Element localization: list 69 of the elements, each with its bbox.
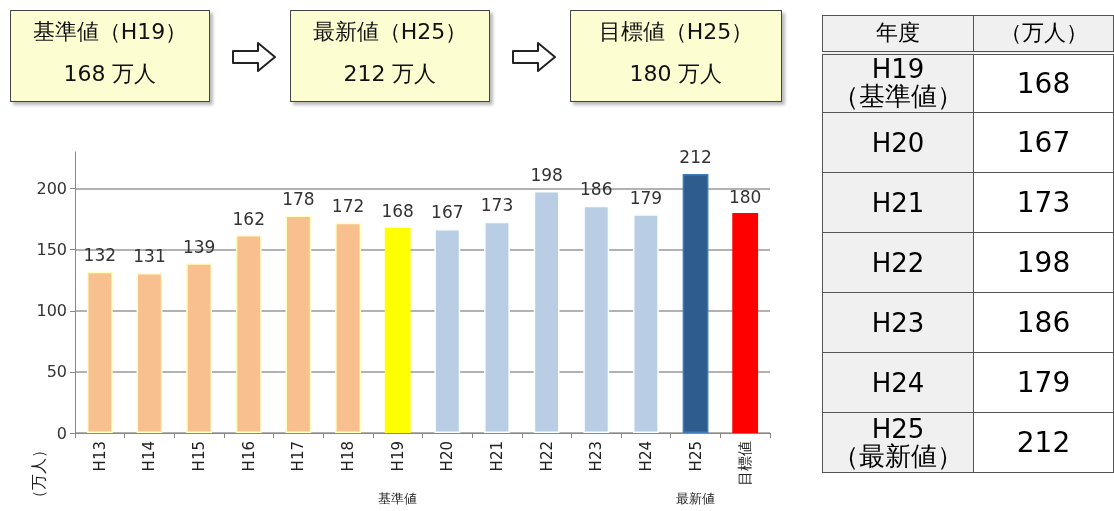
data-label: 198: [973, 232, 1114, 293]
bar: [583, 205, 610, 433]
data-label: 162: [232, 208, 265, 229]
bar: [86, 271, 113, 433]
bar: [384, 227, 411, 433]
category-label: H22: [822, 232, 974, 293]
x-tick-label: H15: [190, 441, 209, 472]
x-tick-label: H16: [239, 441, 258, 472]
data-label: 168: [381, 201, 414, 222]
y-axis-title: （万人）: [28, 442, 48, 506]
bar: [136, 272, 163, 433]
data-label: 179: [629, 187, 663, 208]
text: 目標値（H25） 180 万人: [570, 10, 782, 102]
text: 最新値: [676, 490, 716, 506]
bar: [632, 214, 659, 433]
x-tick-label: H22: [537, 441, 556, 472]
data-label: 167: [973, 112, 1114, 173]
data-label: 139: [182, 236, 216, 257]
bar: [235, 235, 262, 433]
y-tick-label: 100: [36, 301, 67, 321]
text: 基準値（H19） 168 万人: [10, 10, 210, 102]
y-tick-label: 0: [56, 423, 67, 443]
category-label: H24: [822, 352, 974, 413]
x-tick-label: 目標値: [736, 441, 755, 486]
data-label: 180: [728, 186, 762, 207]
data-label: 198: [530, 164, 563, 185]
text: 最新値（H25） 212 万人: [290, 10, 490, 102]
category-label: H21: [822, 172, 974, 233]
x-tick-label: H14: [140, 441, 159, 472]
x-tick-label: H18: [339, 441, 358, 472]
bar: [682, 173, 709, 433]
x-tick-label: H17: [289, 441, 308, 472]
y-tick-label: 150: [36, 240, 67, 260]
x-tick-label: H21: [487, 441, 506, 472]
category-label: H23: [822, 292, 974, 353]
x-tick-label: H23: [587, 441, 606, 472]
data-label: 178: [282, 189, 315, 210]
x-tick-label: H24: [636, 441, 655, 472]
data-label: 173: [973, 172, 1114, 233]
data-label: 168: [973, 52, 1114, 113]
data-label: 172: [331, 196, 365, 217]
x-tick-label: H13: [90, 441, 109, 472]
bar: [732, 213, 759, 433]
text: 基準値: [378, 490, 418, 506]
bar: [533, 191, 560, 433]
x-tick-label: H20: [438, 441, 457, 472]
bar: [186, 263, 213, 433]
data-label: 173: [480, 195, 514, 216]
data-label: 186: [973, 292, 1114, 353]
y-tick-label: 50: [46, 362, 67, 382]
category-label: H19 （基準値）: [822, 52, 974, 113]
text: （万人）: [973, 15, 1114, 53]
data-label: 212: [679, 147, 712, 168]
data-label: 186: [580, 179, 613, 200]
data-label: 131: [133, 246, 166, 267]
data-label: 212: [973, 412, 1114, 473]
bar: [434, 228, 461, 433]
bar: [285, 215, 312, 433]
text: 年度: [822, 15, 974, 53]
bar: [484, 221, 510, 433]
y-tick-label: 200: [36, 179, 67, 199]
category-label: H25 （最新値）: [822, 412, 974, 473]
data-label: 132: [83, 245, 117, 266]
x-tick-label: H19: [388, 441, 407, 472]
category-label: H20: [822, 112, 974, 173]
data-label: 179: [973, 352, 1114, 413]
bar: [335, 222, 361, 433]
data-label: 167: [431, 202, 464, 223]
x-tick-label: H25: [686, 441, 705, 472]
